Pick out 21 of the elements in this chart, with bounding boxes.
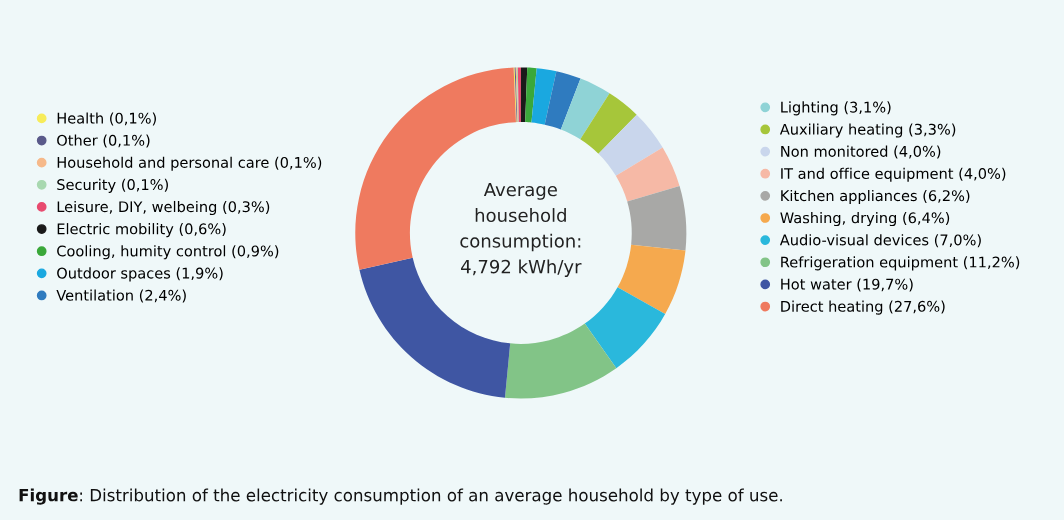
legend-label: Auxiliary heating (3,3%): [779, 123, 956, 138]
legend-label: Security (0,1%): [57, 178, 168, 193]
legend-label: Audio-visual devices (7,0%): [779, 234, 981, 248]
legend-label: Non monitored (4,0%): [781, 145, 941, 159]
legend-label: IT and office equipment (4,0%): [781, 167, 1006, 182]
text: Average household consumption: 4,792 kWh/yr: [460, 182, 582, 277]
legend-label: Direct heating (27,6%): [781, 300, 945, 315]
legend-label: Outdoor spaces (1,9%): [57, 267, 223, 282]
legend-label: Refrigeration equipment (11,2%): [781, 256, 1020, 271]
legend-label: Electric mobility (0,6%): [57, 223, 226, 238]
legend-label: Ventilation (2,4%): [56, 289, 186, 303]
legend-label: Leisure, DIY, welbeing (0,3%): [57, 200, 270, 216]
legend-label: Hot water (19,7%): [781, 278, 913, 292]
legend-label: Kitchen appliances (6,2%): [781, 189, 970, 204]
legend-label: Household and personal care (0,1%): [57, 156, 322, 171]
legend-label: Health (0,1%): [57, 112, 156, 126]
text: Figure: Distribution of the electricity consumption of an average household by type of use.: [19, 488, 782, 505]
legend-label: Washing, drying (6,4%): [780, 212, 950, 227]
legend-label: Cooling, humity control (0,9%): [57, 245, 279, 260]
legend-label: Lighting (3,1%): [781, 101, 891, 116]
legend-label: Other (0,1%): [57, 134, 150, 148]
